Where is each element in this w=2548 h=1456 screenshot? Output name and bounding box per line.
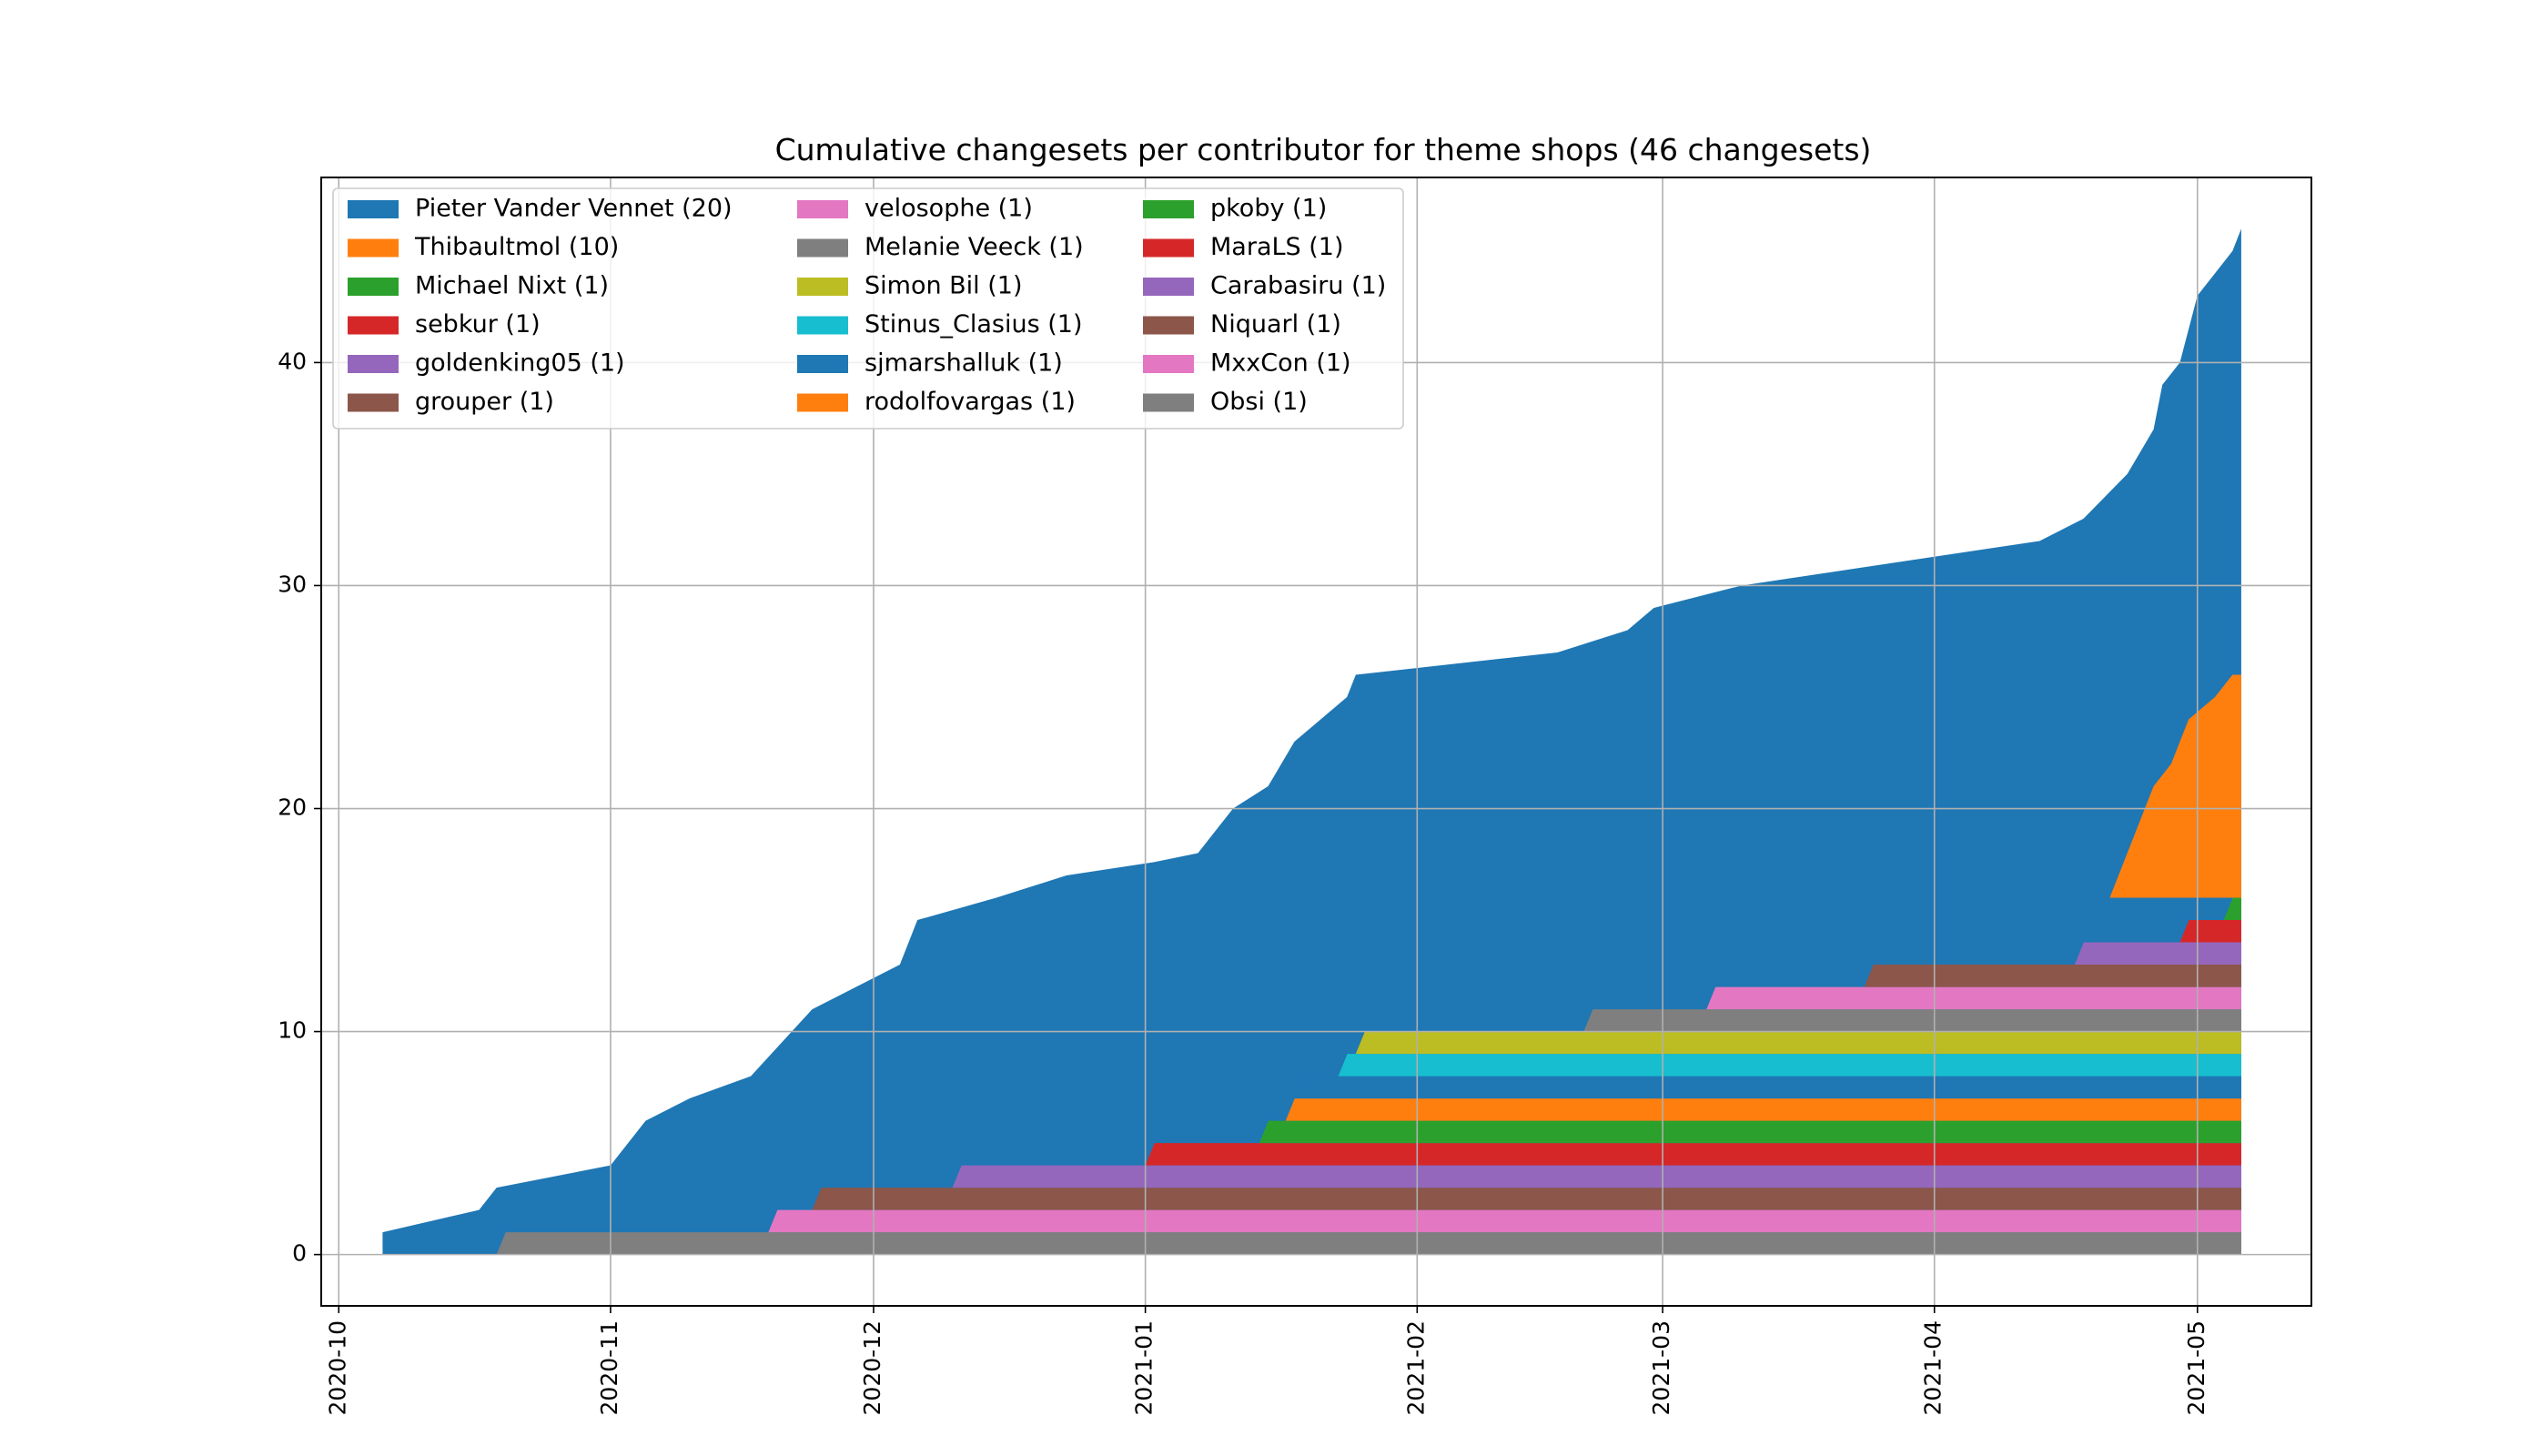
legend-label: goldenking05 (1)	[415, 349, 625, 378]
x-axis: 2020-10 2020-11 2020-12 2021-01 2021-02 2021-…	[324, 1306, 2209, 1415]
legend-swatch	[1143, 238, 1194, 258]
area-band-4	[1145, 1143, 2241, 1166]
legend-label: Michael Nixt (1)	[415, 272, 609, 300]
area-band-12	[1864, 965, 2241, 987]
grid	[321, 177, 2311, 1306]
legend-label: Pieter Vander Vennet (20)	[415, 195, 733, 223]
area-band-7	[1294, 1076, 2241, 1099]
y-tick-label: 0	[292, 1240, 307, 1267]
legend-label: velosophe (1)	[864, 195, 1033, 223]
x-tick-label: 2020-11	[596, 1320, 622, 1415]
area-band-5	[1259, 1120, 2241, 1144]
legend-swatch	[348, 200, 399, 218]
x-tick-label: 2021-03	[1648, 1320, 1674, 1415]
legend-swatch	[348, 316, 399, 335]
plot-areas	[382, 228, 2241, 1255]
legend-swatch	[1143, 200, 1194, 218]
area-band-1	[768, 1209, 2241, 1233]
legend-box	[332, 187, 1404, 430]
area-band-8	[1338, 1054, 2241, 1077]
y-tick-label: 40	[278, 348, 307, 374]
legend-label: Simon Bil (1)	[864, 272, 1023, 300]
x-tick-label: 2020-10	[324, 1320, 350, 1415]
y-tick-label: 20	[278, 794, 307, 821]
legend-swatch	[348, 355, 399, 373]
area-band-15	[2223, 897, 2241, 921]
y-tick-label: 10	[278, 1017, 307, 1044]
legend-label: MaraLS (1)	[1210, 233, 1344, 261]
legend-label: pkoby (1)	[1210, 195, 1327, 223]
area-band-0	[496, 1232, 2241, 1255]
legend-swatch	[797, 355, 848, 373]
legend-label: grouper (1)	[415, 388, 554, 416]
area-band-10	[1583, 1009, 2241, 1032]
area-band-11	[1706, 986, 2241, 1010]
legend: Pieter Vander Vennet (20) Thibaultmol (10…	[332, 187, 1404, 430]
area-band-6	[1285, 1098, 2241, 1121]
legend-label: Niquarl (1)	[1210, 310, 1341, 339]
x-tick-label: 2021-04	[1920, 1320, 1946, 1415]
legend-swatch	[348, 393, 399, 412]
legend-swatch	[797, 238, 848, 258]
legend-label: rodolfovargas (1)	[864, 388, 1076, 416]
chart-title: Cumulative changesets per contributor fo…	[775, 132, 1872, 167]
area-band-14	[2179, 920, 2241, 943]
legend-swatch	[797, 278, 848, 296]
x-tick-label: 2021-01	[1131, 1320, 1158, 1415]
legend-label: sebkur (1)	[415, 310, 541, 339]
x-tick-label: 2021-05	[2183, 1320, 2209, 1415]
y-tick-label: 30	[278, 571, 307, 597]
plot-frame	[320, 177, 2312, 1307]
legend-swatch	[797, 316, 848, 335]
legend-label: Melanie Veeck (1)	[864, 233, 1084, 261]
legend-label: Stinus_Clasius (1)	[864, 310, 1083, 339]
legend-swatch	[1143, 393, 1194, 412]
legend-label: MxxCon (1)	[1210, 349, 1351, 378]
area-band-3	[952, 1165, 2241, 1188]
legend-swatch	[797, 393, 848, 412]
legend-swatch	[1143, 355, 1194, 373]
y-axis: 0 10 20 30 40	[278, 348, 321, 1267]
legend-swatch	[348, 278, 399, 296]
area-band-2	[812, 1188, 2241, 1210]
area-thibaultmol	[2109, 674, 2241, 898]
legend-label: Obsi (1)	[1210, 388, 1308, 416]
area-band-9	[1355, 1031, 2241, 1055]
x-tick-label: 2020-12	[859, 1320, 885, 1415]
area-band-13	[2074, 942, 2241, 966]
x-tick-label: 2021-02	[1402, 1320, 1429, 1415]
legend-label: sjmarshalluk (1)	[864, 349, 1063, 378]
legend-swatch	[1143, 278, 1194, 296]
legend-swatch	[797, 200, 848, 218]
legend-swatch	[1143, 316, 1194, 335]
legend-label: Carabasiru (1)	[1210, 272, 1386, 300]
legend-swatch	[348, 238, 399, 258]
legend-label: Thibaultmol (10)	[414, 233, 619, 261]
